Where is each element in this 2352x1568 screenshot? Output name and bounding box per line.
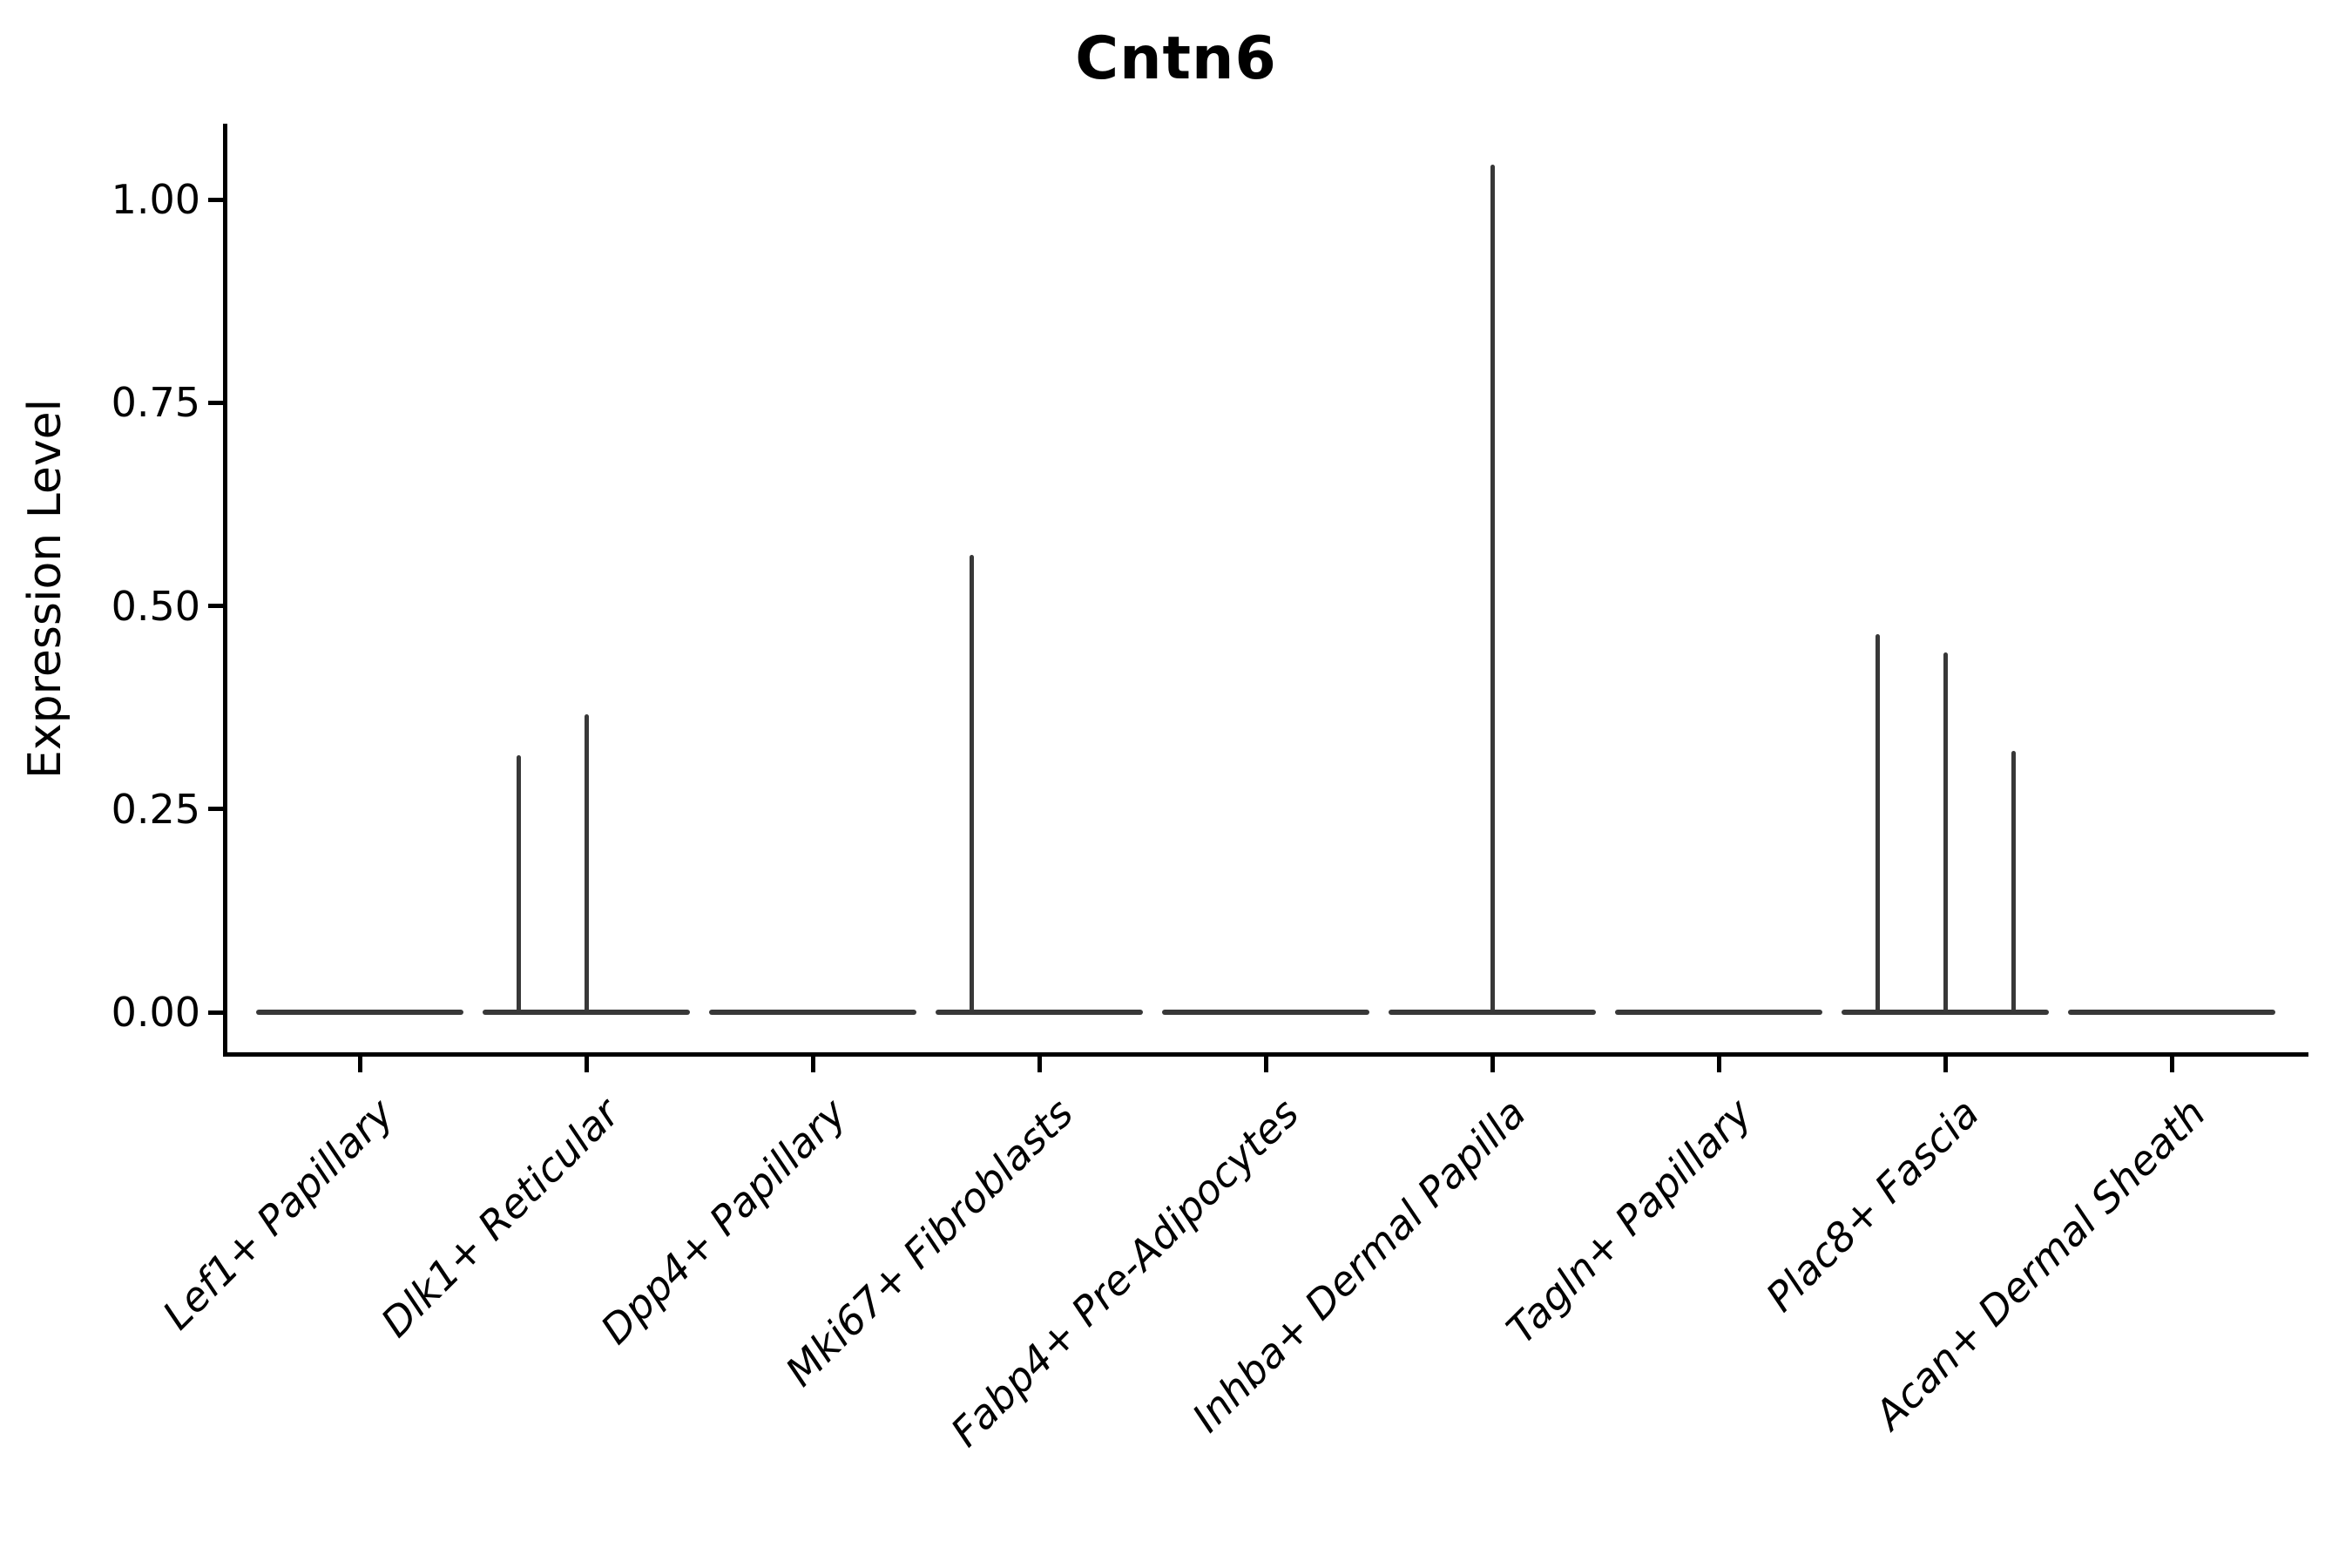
violin-baseline <box>936 1010 1143 1015</box>
y-tick <box>208 1010 223 1015</box>
x-tick-label: Plac8+ Fascia <box>1756 1089 1988 1321</box>
x-tick <box>2169 1057 2174 1072</box>
x-tick-label: Dpp4+ Papillary <box>591 1089 855 1354</box>
y-tick <box>208 400 223 405</box>
y-tick <box>208 604 223 608</box>
x-tick <box>1037 1057 1042 1072</box>
violin-baseline <box>256 1010 463 1015</box>
violin-spike <box>584 713 589 1012</box>
x-tick <box>1716 1057 1721 1072</box>
y-tick-label: 0.00 <box>111 989 200 1036</box>
violin-spike <box>2011 750 2016 1012</box>
violin-spike <box>1875 634 1880 1012</box>
violin-baseline <box>1389 1010 1596 1015</box>
y-tick-label: 0.25 <box>111 785 200 833</box>
violin-baseline <box>483 1010 690 1015</box>
y-tick <box>208 197 223 202</box>
violin-spike <box>516 755 521 1012</box>
violin-baseline <box>1162 1010 1369 1015</box>
x-tick <box>810 1057 815 1072</box>
x-tick-label: Dlk1+ Reticular <box>372 1089 629 1347</box>
violin-baseline <box>1615 1010 1822 1015</box>
x-tick <box>584 1057 589 1072</box>
x-tick-label: Lef1+ Papillary <box>152 1089 402 1339</box>
violin-baseline <box>709 1010 916 1015</box>
x-tick <box>357 1057 362 1072</box>
y-axis-spine <box>223 124 227 1057</box>
y-tick-label: 0.50 <box>111 582 200 630</box>
x-tick <box>1943 1057 1948 1072</box>
y-tick-label: 1.00 <box>111 176 200 223</box>
x-axis-spine <box>223 1052 2308 1057</box>
chart-title: Cntn6 <box>1075 24 1277 93</box>
x-tick <box>1263 1057 1268 1072</box>
x-tick-label: Tagln+ Papillary <box>1497 1089 1761 1353</box>
violin-spike <box>969 554 974 1012</box>
violin-spike <box>1490 164 1495 1012</box>
violin-baseline <box>2068 1010 2275 1015</box>
y-tick <box>208 807 223 812</box>
violin-baseline <box>1842 1010 2049 1015</box>
y-tick-label: 0.75 <box>111 379 200 427</box>
violin-spike <box>1943 652 1948 1012</box>
x-tick <box>1490 1057 1495 1072</box>
